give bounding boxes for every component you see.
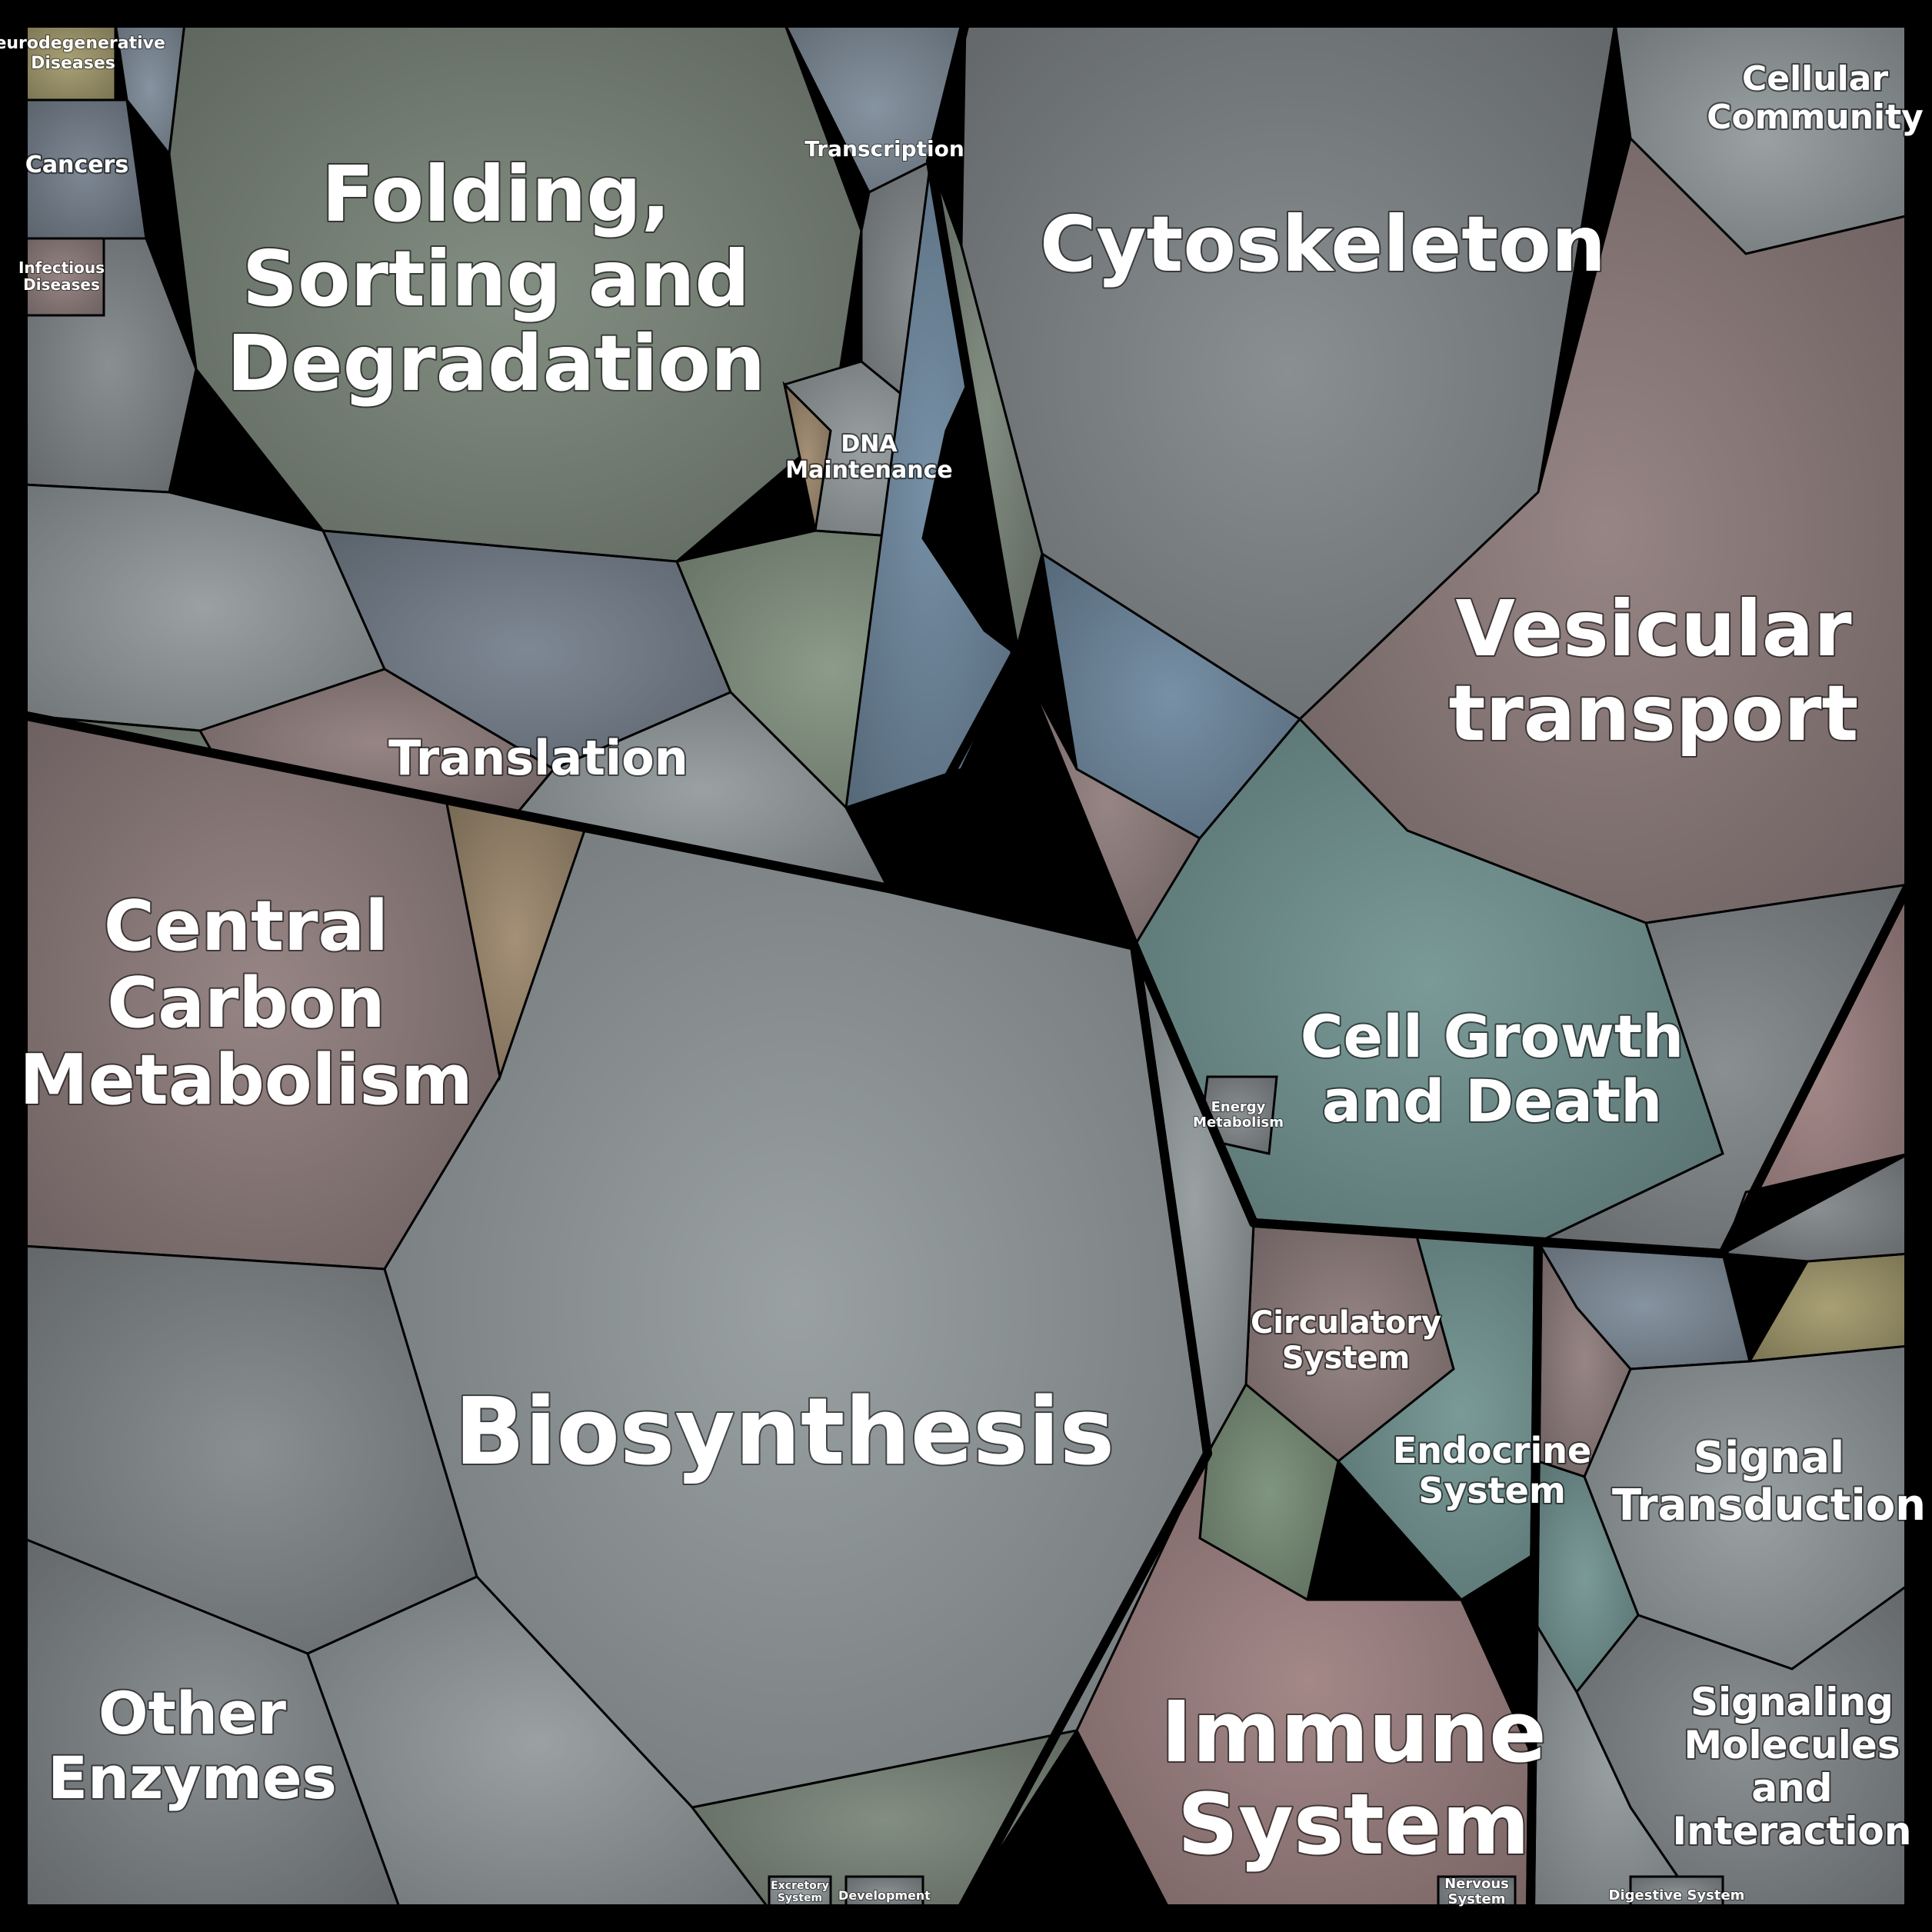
label-c-biosyn: Biosynthesis — [455, 1379, 1114, 1486]
label-c-infect: InfectiousDiseases — [18, 258, 105, 294]
label-c-immune: ImmuneSystem — [1161, 1683, 1546, 1874]
label-c-cyto: Cytoskeleton — [1040, 199, 1606, 289]
label-c-trans: Translation — [388, 730, 688, 786]
label-c-transcription: Transcription — [804, 136, 964, 162]
label-c-digest: Digestive System — [1609, 1887, 1745, 1904]
label-c-cancers: Cancers — [25, 152, 128, 178]
label-c-vesic: Vesiculartransport — [1449, 584, 1859, 758]
label-c-cgd: Cell Growthand Death — [1301, 1002, 1684, 1135]
label-c-nerv: NervousSystem — [1444, 1876, 1509, 1907]
label-c-dev: Development — [838, 1888, 931, 1903]
label-c-sigmol: SignalingMoleculesandInteraction — [1672, 1680, 1911, 1854]
label-c-endo: EndocrineSystem — [1393, 1430, 1591, 1511]
voronoi-treemap: Folding,Sorting andDegradationNeurodegen… — [0, 0, 1932, 1932]
label-c-excr: ExcretorySystem — [771, 1880, 829, 1904]
